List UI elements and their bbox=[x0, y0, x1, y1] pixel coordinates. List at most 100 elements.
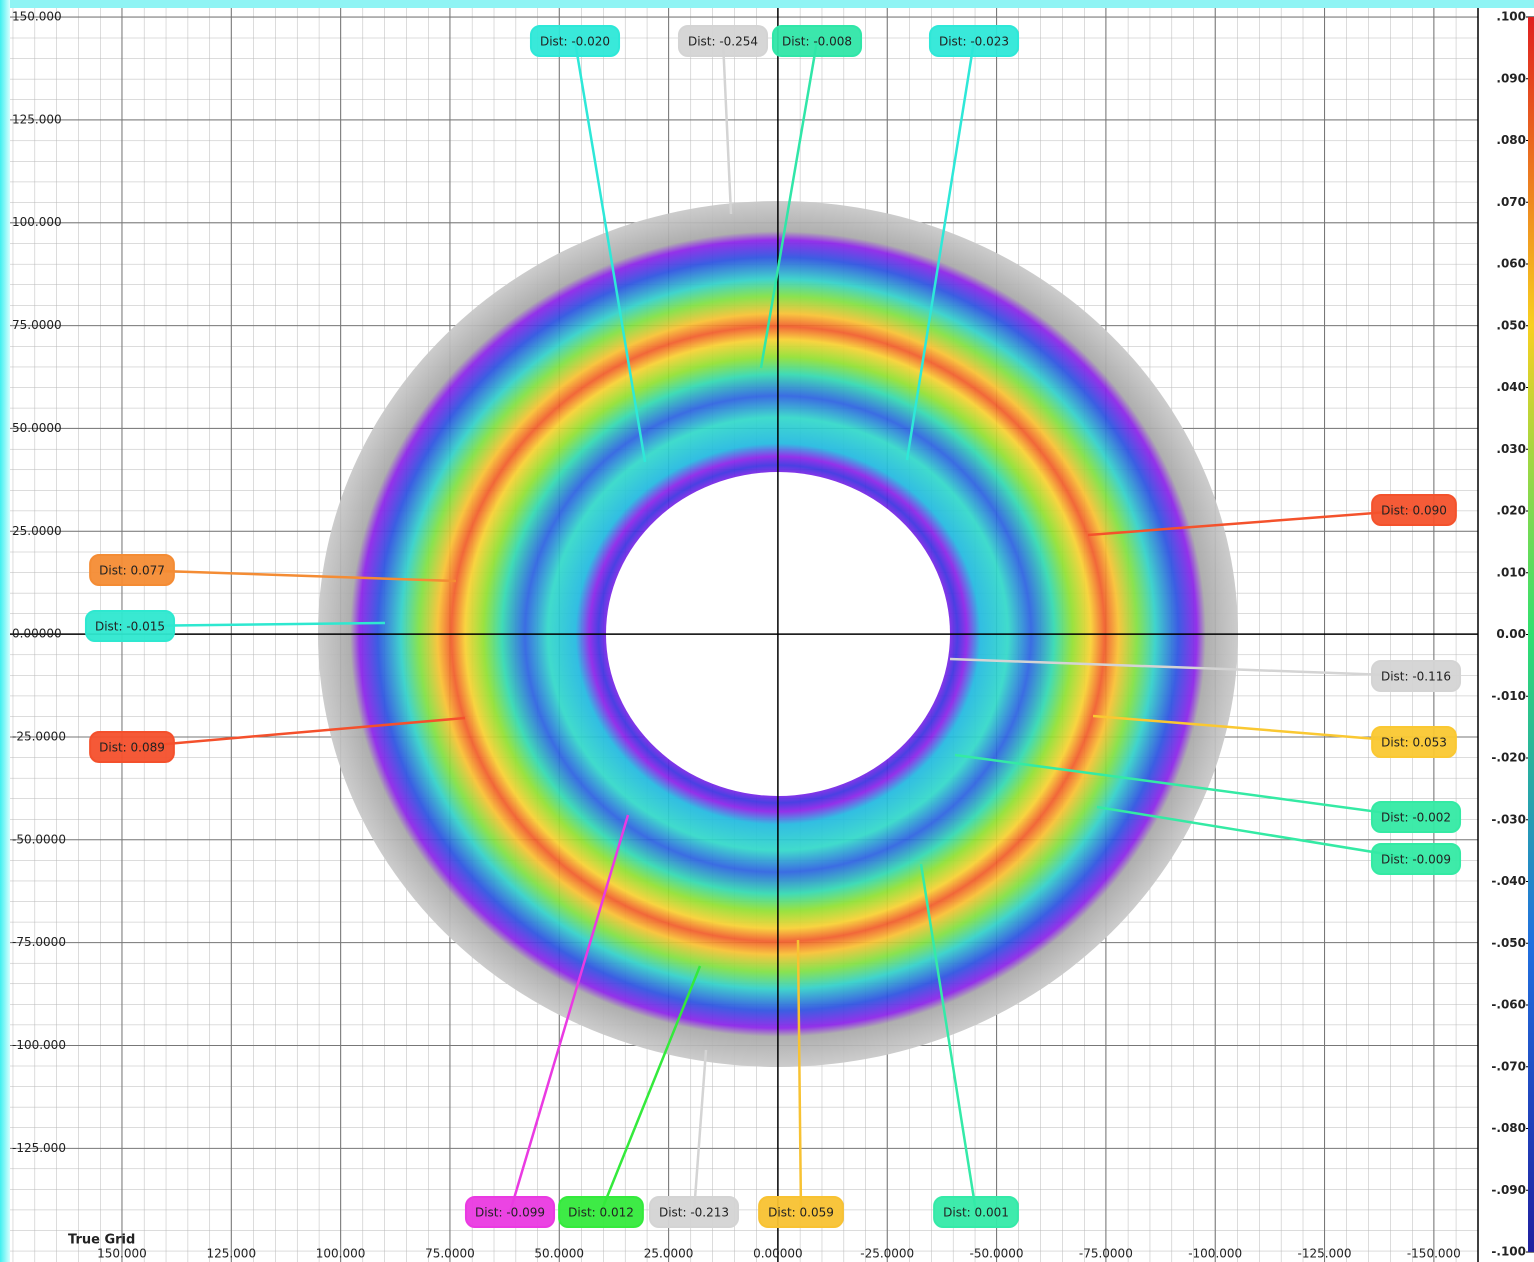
colorbar-tick-label: -.040 bbox=[1491, 874, 1526, 888]
colorbar-tick-label: -.020 bbox=[1491, 751, 1526, 765]
callout-leader bbox=[573, 40, 647, 463]
colorbar-tick-label: -.100 bbox=[1491, 1245, 1526, 1259]
colorbar-tick-label: -.070 bbox=[1491, 1059, 1526, 1073]
callout: Dist: -0.008 bbox=[771, 25, 863, 57]
callout: Dist: -0.015 bbox=[84, 610, 176, 642]
x-tick-label: -100.000 bbox=[1188, 1247, 1242, 1261]
callout-text: Dist: 0.059 bbox=[768, 1206, 834, 1220]
callout-box bbox=[771, 25, 863, 57]
colorbar-tick-label: 0.00 bbox=[1496, 627, 1526, 641]
callout-leader bbox=[692, 1049, 708, 1213]
callout-box bbox=[677, 25, 769, 57]
callout-box bbox=[758, 1196, 844, 1228]
callout-text: Dist: 0.089 bbox=[99, 741, 165, 755]
callout-leader bbox=[131, 568, 457, 583]
callout-box bbox=[1370, 801, 1462, 833]
x-tick-label: -75.0000 bbox=[1079, 1247, 1133, 1261]
callout-leader bbox=[508, 814, 630, 1213]
callout-leader bbox=[1092, 714, 1415, 744]
callout: Dist: -0.002 bbox=[1370, 801, 1462, 833]
callout: Dist: -0.009 bbox=[1370, 843, 1462, 875]
axis-layer: 150.000 125.000 100.000 75.0000 50.0000 25.00… bbox=[10, 8, 1534, 1262]
callout: Dist: 0.001 bbox=[933, 1196, 1019, 1228]
callout-text: Dist: 0.001 bbox=[943, 1206, 1009, 1220]
callout-box bbox=[89, 731, 175, 763]
colorbar-tick-label: .020 bbox=[1496, 504, 1526, 518]
colorbar-tick-label: -.010 bbox=[1491, 689, 1526, 703]
callout-box bbox=[648, 1196, 740, 1228]
callout-text: Dist: -0.116 bbox=[1381, 670, 1451, 684]
x-tick-label: 25.0000 bbox=[644, 1247, 694, 1261]
colorbar-tick-label: .070 bbox=[1496, 195, 1526, 209]
x-tick-label: -150.000 bbox=[1407, 1247, 1461, 1261]
colorbar bbox=[1528, 17, 1534, 1252]
x-tick-label: -25.0000 bbox=[860, 1247, 914, 1261]
colorbar-tick-label: .100 bbox=[1496, 10, 1526, 24]
callout-text: Dist: -0.009 bbox=[1381, 853, 1451, 867]
frame-left bbox=[0, 0, 10, 1262]
colorbar-tick-label: -.080 bbox=[1491, 1121, 1526, 1135]
colorbar-tick-label: .090 bbox=[1496, 71, 1526, 85]
y-tick-label: 0.00000 bbox=[12, 627, 62, 641]
callout: Dist: 0.090 bbox=[1371, 494, 1457, 526]
callout-leader bbox=[1096, 805, 1417, 861]
y-tick-label: 75.0000 bbox=[12, 318, 62, 332]
y-tick-label: -125.000 bbox=[12, 1141, 66, 1155]
callout: Dist: -0.099 bbox=[464, 1196, 556, 1228]
x-tick-label: 0.00000 bbox=[753, 1247, 803, 1261]
colorbar-tick-label: .040 bbox=[1496, 380, 1526, 394]
y-tick-label: -75.0000 bbox=[12, 935, 66, 949]
colorbar-tick-label: -.030 bbox=[1491, 812, 1526, 826]
callout-text: Dist: 0.053 bbox=[1381, 736, 1447, 750]
colorbar-tick-label: -.050 bbox=[1491, 936, 1526, 950]
colorbar-tick-label: .030 bbox=[1496, 442, 1526, 456]
callout-leader bbox=[954, 753, 1417, 819]
callout-text: Dist: -0.015 bbox=[95, 620, 165, 634]
callout-leader bbox=[599, 965, 702, 1213]
y-tick-label: 150.000 bbox=[12, 10, 62, 24]
callout-box bbox=[464, 1196, 556, 1228]
callout-box bbox=[89, 554, 175, 586]
x-tick-label: 100.000 bbox=[316, 1247, 366, 1261]
colorbar-tick-label: .080 bbox=[1496, 133, 1526, 147]
callout-text: Dist: 0.012 bbox=[568, 1206, 634, 1220]
callout-box bbox=[558, 1196, 644, 1228]
colorbar-tick-label: .010 bbox=[1496, 565, 1526, 579]
callout-leader bbox=[905, 40, 976, 461]
callout-box bbox=[84, 610, 176, 642]
callout-leader bbox=[721, 40, 733, 215]
callout: Dist: 0.012 bbox=[558, 1196, 644, 1228]
callout: Dist: -0.254 bbox=[677, 25, 769, 57]
callout-text: Dist: -0.254 bbox=[688, 35, 758, 49]
callout-leader bbox=[131, 716, 466, 749]
frame-top bbox=[0, 0, 1534, 8]
callout: Dist: 0.089 bbox=[89, 731, 175, 763]
callout-leader bbox=[919, 863, 978, 1213]
callout-text: Dist: -0.023 bbox=[939, 35, 1009, 49]
x-tick-label: -125.000 bbox=[1298, 1247, 1352, 1261]
x-tick-label: 75.0000 bbox=[425, 1247, 475, 1261]
callout: Dist: -0.116 bbox=[1370, 660, 1462, 692]
x-tick-label: 150.000 bbox=[97, 1247, 147, 1261]
callout-text: Dist: 0.090 bbox=[1381, 504, 1447, 518]
colorbar-tick-label: -.060 bbox=[1491, 998, 1526, 1012]
callout-box bbox=[928, 25, 1020, 57]
callout-text: Dist: -0.213 bbox=[659, 1206, 729, 1220]
callout: Dist: 0.077 bbox=[89, 554, 175, 586]
colorbar-tick-label: .060 bbox=[1496, 257, 1526, 271]
callout: Dist: 0.053 bbox=[1371, 726, 1457, 758]
y-tick-label: -50.0000 bbox=[12, 832, 66, 846]
callout: Dist: -0.213 bbox=[648, 1196, 740, 1228]
callout-text: Dist: -0.020 bbox=[540, 35, 610, 49]
x-tick-label: 50.0000 bbox=[534, 1247, 584, 1261]
grid-label: True Grid bbox=[68, 1233, 135, 1248]
callout: Dist: -0.023 bbox=[928, 25, 1020, 57]
y-tick-label: 25.0000 bbox=[12, 524, 62, 538]
callout-text: Dist: 0.077 bbox=[99, 564, 165, 578]
y-tick-label: -25.0000 bbox=[12, 729, 66, 743]
y-tick-label: 50.0000 bbox=[12, 421, 62, 435]
callout: Dist: 0.059 bbox=[758, 1196, 844, 1228]
callout-box bbox=[1371, 494, 1457, 526]
callout-text: Dist: -0.099 bbox=[475, 1206, 545, 1220]
